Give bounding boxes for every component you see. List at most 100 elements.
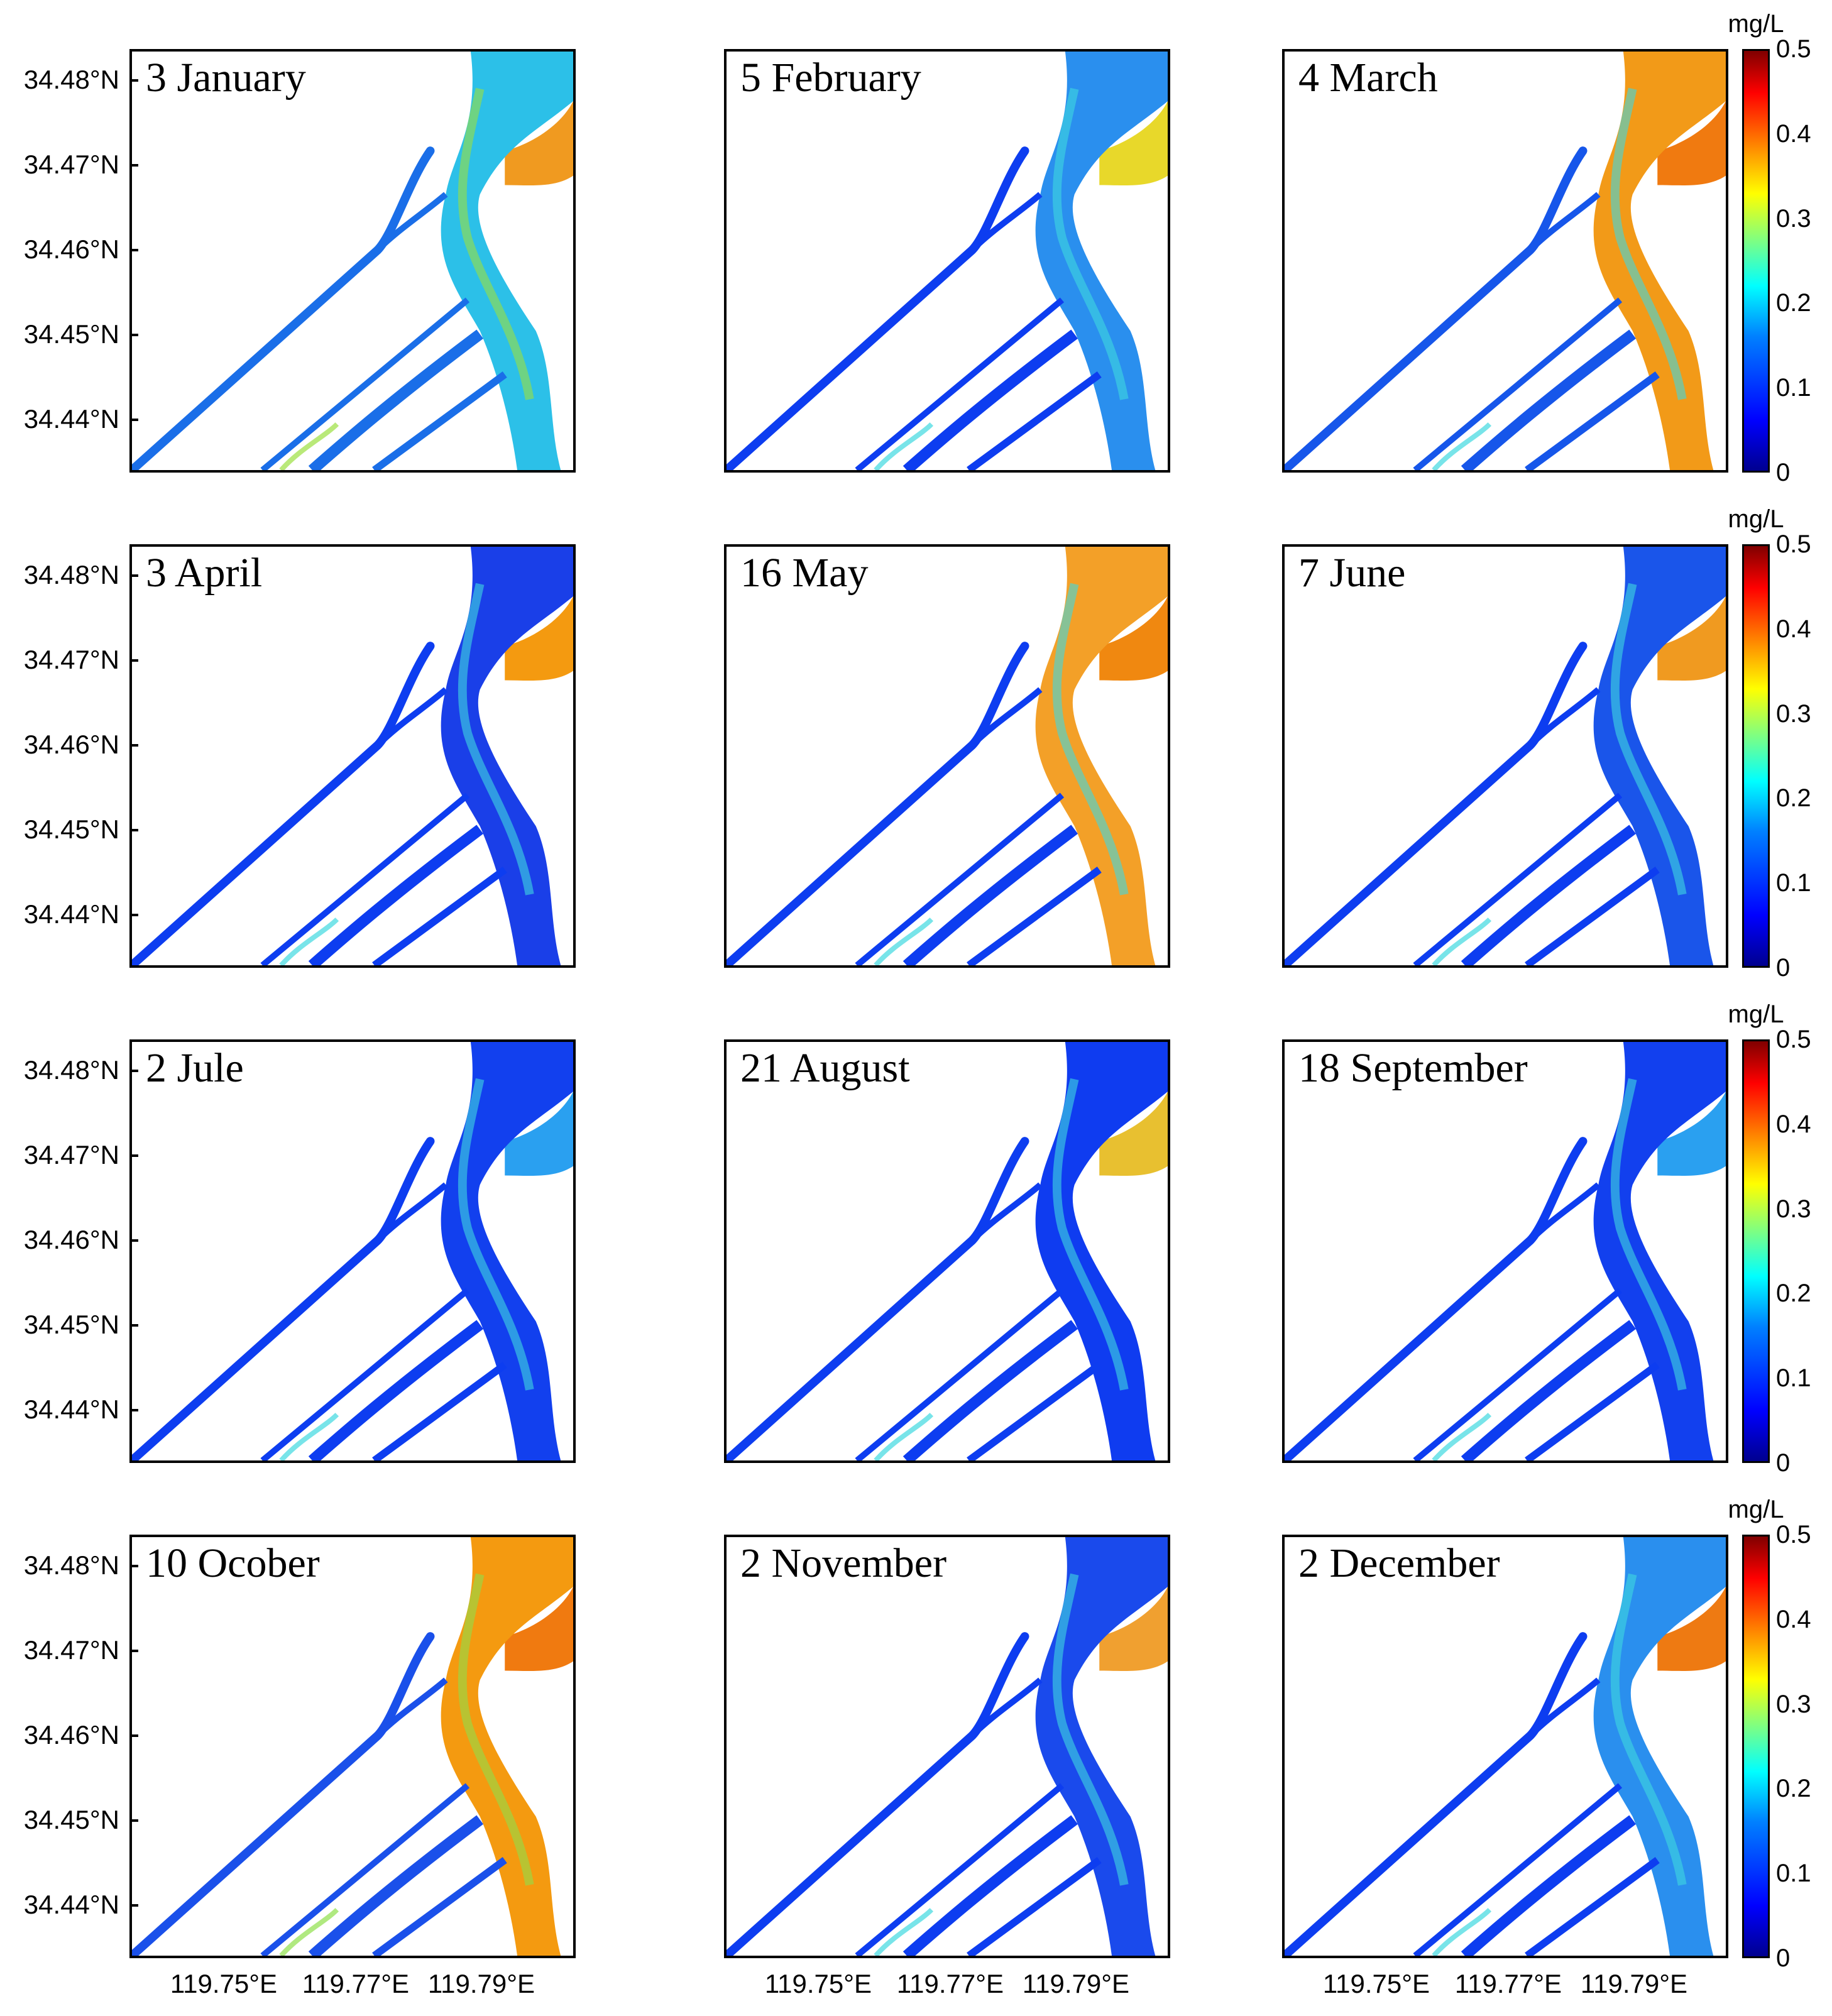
y-axis-tick xyxy=(129,574,138,577)
river-inner-strip xyxy=(1610,87,1687,400)
lower-channel-2 xyxy=(1461,1320,1637,1460)
colorbar-tick-label: 0.5 xyxy=(1776,1521,1811,1548)
y-axis-tick xyxy=(129,1565,138,1567)
diagonal-channel xyxy=(1285,1137,1588,1460)
river-inner-strip xyxy=(458,87,534,400)
river-inner-strip xyxy=(1052,87,1129,400)
lower-channel-2 xyxy=(308,329,484,470)
channel-branch xyxy=(375,1677,448,1738)
river-body xyxy=(441,52,573,470)
channel-fan xyxy=(874,1908,934,1956)
y-axis-tick xyxy=(129,1650,138,1652)
lower-channel-3 xyxy=(1525,867,1660,965)
diagonal-channel xyxy=(1285,146,1588,470)
diagonal-channel xyxy=(132,1137,435,1460)
y-axis-tick xyxy=(129,1819,138,1822)
river-inner-strip xyxy=(458,1573,534,1886)
y-axis-label: 34.48°N xyxy=(23,560,119,589)
colorbar-tick-label: 0.3 xyxy=(1776,204,1811,233)
y-axis-tick xyxy=(129,1239,138,1242)
panel-date-title: 10 Ocober xyxy=(146,1540,320,1586)
lower-channel-3 xyxy=(372,371,507,470)
y-axis-tick xyxy=(129,1904,138,1907)
x-axis-label: 119.75°E xyxy=(764,1969,872,1998)
y-axis-tick xyxy=(129,744,138,747)
channel-branch xyxy=(1528,1182,1601,1243)
lower-channel-2 xyxy=(902,329,1078,470)
colorbar-tick-label: 0.3 xyxy=(1776,1690,1811,1718)
bank-region xyxy=(1657,101,1726,185)
river-inner-strip xyxy=(1052,1078,1129,1391)
colorbar-tick-label: 0 xyxy=(1776,459,1791,486)
colorbar-tick-label: 0 xyxy=(1776,954,1791,982)
map-drawing xyxy=(727,52,1168,470)
lower-channel-3 xyxy=(372,1362,507,1460)
colorbar-tick-label: 0.5 xyxy=(1776,530,1811,558)
channel-branch xyxy=(1528,192,1601,253)
channel-fan xyxy=(1432,1908,1492,1956)
lower-channel-1 xyxy=(260,1783,470,1956)
map-drawing xyxy=(1285,1537,1726,1956)
y-axis-tick xyxy=(129,1409,138,1411)
panel-date-title: 21 August xyxy=(740,1045,910,1091)
lower-channel-3 xyxy=(967,371,1102,470)
river-inner-strip xyxy=(1610,583,1687,896)
y-axis-label: 34.46°N xyxy=(23,1225,119,1254)
lower-channel-1 xyxy=(1413,297,1623,470)
river-inner-strip xyxy=(458,583,534,896)
x-axis-label: 119.75°E xyxy=(170,1969,278,1998)
river-body xyxy=(1035,1537,1168,1956)
lower-channel-3 xyxy=(1525,371,1660,470)
lower-channel-1 xyxy=(260,1288,470,1460)
y-axis-tick xyxy=(129,1324,138,1327)
lower-channel-2 xyxy=(308,1815,484,1956)
lower-channel-2 xyxy=(1461,824,1637,965)
lower-channel-2 xyxy=(902,1320,1078,1460)
channel-fan xyxy=(1432,422,1492,470)
lower-channel-1 xyxy=(260,792,470,965)
bank-region xyxy=(1657,596,1726,681)
y-axis-label: 34.48°N xyxy=(23,65,119,94)
y-axis-label: 34.47°N xyxy=(23,150,119,179)
map-drawing xyxy=(132,1537,573,1956)
y-axis-label: 34.46°N xyxy=(23,1720,119,1750)
map-drawing xyxy=(132,547,573,965)
lower-channel-2 xyxy=(308,1320,484,1460)
y-axis-tick xyxy=(129,659,138,662)
panel-date-title: 3 January xyxy=(146,55,306,101)
map-panel: 2 December xyxy=(1282,1535,1728,1958)
panel-date-title: 7 June xyxy=(1298,550,1406,596)
colorbar-tick-label: 0.1 xyxy=(1776,1364,1811,1393)
colorbar-unit: mg/L xyxy=(1728,1496,1784,1523)
colorbar-tick-label: 0.2 xyxy=(1776,289,1811,317)
y-axis-tick xyxy=(129,79,138,82)
y-axis-tick xyxy=(129,1734,138,1737)
river-inner-strip xyxy=(1610,1573,1687,1886)
colorbar-tick-label: 0.5 xyxy=(1776,35,1811,63)
panel-date-title: 2 November xyxy=(740,1540,947,1586)
colorbar-tick-label: 0.3 xyxy=(1776,1195,1811,1223)
bank-region xyxy=(1657,1587,1726,1671)
map-panel: 3 April xyxy=(129,544,576,968)
y-axis-label: 34.47°N xyxy=(23,1635,119,1665)
river-inner-strip xyxy=(1610,1078,1687,1391)
channel-branch xyxy=(375,1182,448,1243)
y-axis-tick xyxy=(129,1070,138,1072)
bank-region xyxy=(1099,596,1168,681)
lower-channel-1 xyxy=(855,297,1065,470)
lower-channel-1 xyxy=(1413,1783,1623,1956)
bank-region xyxy=(505,1092,573,1176)
lower-channel-1 xyxy=(855,792,1065,965)
lower-channel-3 xyxy=(967,867,1102,965)
river-body xyxy=(1035,52,1168,470)
diagonal-channel xyxy=(727,642,1029,965)
colorbar-tick-label: 0.2 xyxy=(1776,1279,1811,1308)
y-axis-tick xyxy=(129,249,138,251)
map-panel: 16 May xyxy=(724,544,1170,968)
channel-fan xyxy=(279,918,339,965)
river-body xyxy=(441,1042,573,1460)
colorbar-unit: mg/L xyxy=(1728,10,1784,38)
y-axis-tick xyxy=(129,419,138,421)
x-axis-label: 119.77°E xyxy=(896,1969,1004,1998)
panel-date-title: 2 Jule xyxy=(146,1045,244,1091)
